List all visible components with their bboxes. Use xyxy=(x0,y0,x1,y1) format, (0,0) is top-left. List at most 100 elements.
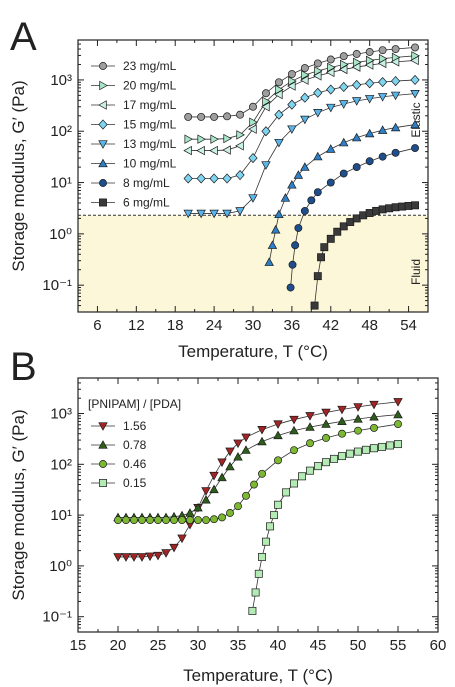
series-0.15 xyxy=(248,440,402,615)
data-point xyxy=(210,134,219,144)
data-point xyxy=(404,201,413,210)
data-point xyxy=(370,423,378,432)
data-point xyxy=(369,411,379,421)
data-point xyxy=(209,173,219,184)
legend-label: 0.78 xyxy=(123,438,147,452)
data-point xyxy=(359,211,368,220)
data-point xyxy=(320,243,329,252)
data-point xyxy=(386,441,394,450)
data-point xyxy=(270,511,278,520)
legend-marker xyxy=(99,198,107,207)
data-point xyxy=(326,84,336,95)
data-point xyxy=(305,412,315,421)
data-point xyxy=(300,92,310,103)
data-point xyxy=(330,454,338,463)
data-point xyxy=(183,145,192,156)
data-point xyxy=(114,516,122,524)
data-point xyxy=(393,398,403,407)
data-point xyxy=(290,446,298,455)
data-point xyxy=(225,447,235,457)
region-label-elastic: Elastic xyxy=(409,102,423,137)
series-line xyxy=(268,124,416,263)
data-point xyxy=(186,516,194,524)
data-point xyxy=(248,606,257,615)
legend-marker xyxy=(98,158,108,168)
legend-label: 13 mg/mL xyxy=(123,137,177,151)
data-point xyxy=(394,440,402,449)
data-point xyxy=(287,81,296,91)
data-point xyxy=(293,170,304,179)
data-point xyxy=(161,549,171,558)
data-point xyxy=(261,161,271,170)
x-tick-label: 15 xyxy=(70,637,87,654)
data-point xyxy=(249,117,258,127)
data-point xyxy=(193,502,203,512)
data-point xyxy=(257,436,267,446)
data-point xyxy=(378,442,386,451)
legend-marker xyxy=(98,140,108,149)
data-point xyxy=(322,434,330,442)
data-point xyxy=(410,55,419,66)
data-point xyxy=(209,209,219,219)
data-point xyxy=(113,553,123,562)
data-point xyxy=(262,89,270,98)
legend-marker xyxy=(99,479,107,487)
data-point xyxy=(235,169,245,181)
data-point xyxy=(326,234,335,243)
data-point xyxy=(390,91,401,101)
data-point xyxy=(287,70,296,79)
data-point xyxy=(391,203,400,212)
data-point xyxy=(209,484,219,494)
y-axis-label: Storage modulus, G′ (Pa) xyxy=(9,80,28,271)
data-point xyxy=(338,429,346,438)
legend-label: 15 mg/mL xyxy=(123,118,177,132)
data-point xyxy=(339,81,349,93)
data-point xyxy=(184,112,193,121)
data-point xyxy=(306,439,314,448)
series-line xyxy=(118,423,399,521)
data-point xyxy=(353,414,363,423)
data-point xyxy=(289,425,299,435)
data-point xyxy=(337,416,347,426)
data-point xyxy=(339,100,349,109)
data-point xyxy=(352,163,361,172)
y-tick-label: 10³ xyxy=(50,406,72,423)
data-point xyxy=(184,134,194,144)
data-point xyxy=(218,513,226,522)
series-23-mg-mL xyxy=(184,43,419,121)
data-point xyxy=(290,479,298,488)
data-point xyxy=(248,194,258,203)
series-15-mg-mL xyxy=(183,74,420,184)
data-point xyxy=(377,58,387,69)
legend-label: 8 mg/mL xyxy=(123,176,170,190)
x-axis-label: Temperature, T (°C) xyxy=(178,342,328,361)
y-tick-label: 10⁰ xyxy=(49,226,72,243)
data-point xyxy=(300,206,309,215)
data-point xyxy=(202,516,210,524)
data-point xyxy=(346,218,355,226)
data-point xyxy=(273,420,283,429)
data-point xyxy=(137,553,147,562)
data-point xyxy=(391,45,400,53)
data-point xyxy=(411,144,419,153)
data-point xyxy=(223,133,232,144)
chart-panel-B: 15 20 25 30 35 40 45 50 55 60 10⁻¹ 10⁰ 10¹ 10² 10³ Temp… xyxy=(9,345,446,685)
series-1.56 xyxy=(113,398,403,562)
legend-marker xyxy=(98,119,108,130)
data-point xyxy=(169,543,179,553)
data-point xyxy=(326,103,336,113)
data-point xyxy=(274,89,283,100)
legend-label: 10 mg/mL xyxy=(123,157,177,171)
data-point xyxy=(339,52,348,61)
data-point xyxy=(326,55,335,64)
legend-title: [PNIPAM] / [PDA] xyxy=(88,397,181,411)
data-point xyxy=(351,132,362,142)
data-point xyxy=(352,50,361,58)
legend-label: 23 mg/mL xyxy=(123,59,177,73)
data-point xyxy=(301,70,310,80)
data-point xyxy=(298,472,306,481)
data-point xyxy=(130,516,138,524)
data-point xyxy=(236,130,245,140)
data-point xyxy=(153,551,163,561)
